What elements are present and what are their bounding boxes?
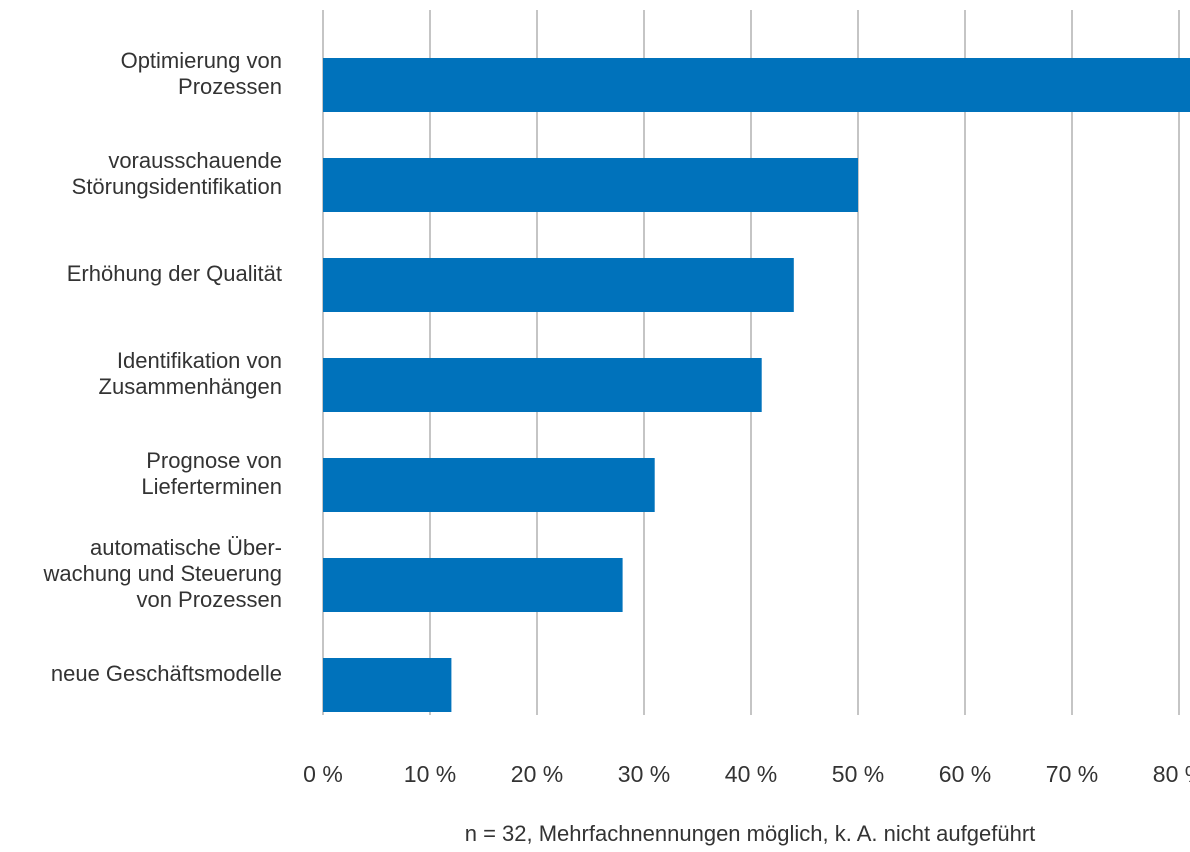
chart-footnote: n = 32, Mehrfachnennungen möglich, k. A.… bbox=[465, 821, 1036, 846]
tick-label-7: 70 % bbox=[1046, 761, 1098, 787]
bar-3 bbox=[323, 358, 762, 412]
bar-6 bbox=[323, 658, 452, 712]
tick-label-4: 40 % bbox=[725, 761, 777, 787]
category-label-6: neue Geschäftsmodelle bbox=[51, 661, 282, 686]
tick-label-1: 10 % bbox=[404, 761, 456, 787]
tick-label-3: 30 % bbox=[618, 761, 670, 787]
category-labels: Optimierung von Prozessen vorausschauende S… bbox=[42, 48, 282, 686]
bars bbox=[323, 58, 1190, 712]
x-axis-tick-labels: 0 %10 %20 %30 %40 %50 %60 %70 %80 %90 % bbox=[303, 761, 1190, 787]
bar-4 bbox=[323, 458, 655, 512]
tick-label-6: 60 % bbox=[939, 761, 991, 787]
bar-5 bbox=[323, 558, 623, 612]
tick-label-8: 80 % bbox=[1153, 761, 1190, 787]
category-label-3: Identifikation von Zusammenhängen bbox=[99, 348, 282, 399]
category-label-2: Erhöhung der Qualität bbox=[67, 261, 282, 286]
category-label-4: Prognose von Lieferterminen bbox=[141, 448, 282, 499]
tick-label-5: 50 % bbox=[832, 761, 884, 787]
category-label-1: vorausschauende Störungsidentifikation bbox=[72, 148, 282, 199]
category-label-0: Optimierung von Prozessen bbox=[121, 48, 282, 99]
bar-1 bbox=[323, 158, 858, 212]
category-label-5: automatische Über-wachung und Steuerung v… bbox=[42, 535, 282, 612]
tick-label-2: 20 % bbox=[511, 761, 563, 787]
bar-0 bbox=[323, 58, 1190, 112]
bar-2 bbox=[323, 258, 794, 312]
tick-label-0: 0 % bbox=[303, 761, 343, 787]
